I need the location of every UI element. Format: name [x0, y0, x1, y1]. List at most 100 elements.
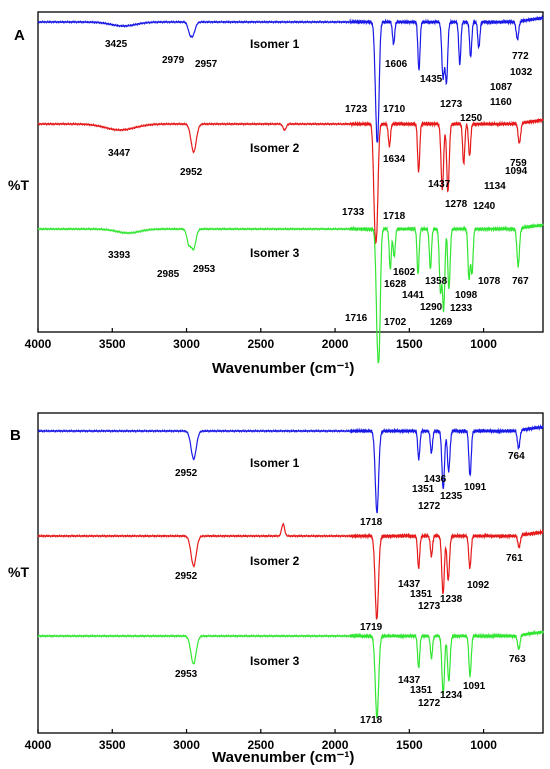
peak-label: 1094: [505, 166, 528, 177]
peak-label: 2952: [175, 571, 198, 582]
peak-label: 3447: [108, 148, 131, 159]
peak-label: 763: [509, 654, 526, 665]
peak-label: 1233: [450, 303, 473, 314]
peak-label: 1606: [385, 59, 408, 70]
peak-label: 1240: [473, 201, 496, 212]
x-tick-label: 1000: [470, 337, 497, 351]
peak-label: 1134: [484, 181, 506, 192]
panel-b-label: B: [10, 427, 21, 444]
x-tick-label: 3500: [99, 337, 126, 351]
peak-label: 1032: [510, 67, 533, 78]
peak-label: 772: [512, 51, 529, 62]
peak-label: 2953: [193, 264, 216, 275]
panel-b: B %T Isomer 1 Isomer 2 Isomer 3 2952 171…: [8, 412, 544, 766]
peak-label: 1718: [360, 517, 383, 528]
peak-label: 1238: [440, 594, 463, 605]
panel-a-series-line-isomer-2: [37, 117, 544, 245]
peak-label: 1733: [342, 207, 365, 218]
x-tick-label: 2000: [322, 738, 349, 752]
peak-label: 1098: [455, 290, 478, 301]
panel-a-x-axis-label: Wavenumber (cm⁻¹): [212, 360, 354, 377]
peak-label: 2985: [157, 269, 180, 280]
panel-b-series-name-isomer-3: Isomer 3: [250, 654, 300, 668]
peak-label: 1235: [440, 491, 463, 502]
x-tick-label: 1000: [470, 738, 497, 752]
panel-a-series-line-isomer-3: [37, 222, 544, 364]
peak-label: 1634: [383, 154, 406, 165]
panel-b-y-axis-label: %T: [8, 564, 29, 580]
x-tick-label: 1500: [396, 337, 423, 351]
panel-b-x-axis-label: Wavenumber (cm⁻¹): [212, 749, 354, 766]
panel-b-series-name-isomer-1: Isomer 1: [250, 456, 300, 470]
peak-label: 3393: [108, 250, 131, 261]
panel-b-x-axis: 4000 3500 3000 2500 2000 1500 1000: [25, 729, 497, 752]
peak-label: 1272: [418, 698, 441, 709]
peak-label: 1160: [490, 97, 512, 108]
peak-label: 2952: [180, 167, 203, 178]
panel-a-plot-frame: [37, 11, 544, 333]
peak-label: 1272: [418, 501, 441, 512]
peak-label: 1437: [398, 675, 421, 686]
peak-label: 764: [508, 451, 525, 462]
panel-a-series-name-isomer-3: Isomer 3: [250, 246, 300, 260]
peak-label: 1087: [490, 82, 513, 93]
peak-label: 1273: [440, 99, 463, 110]
x-tick-label: 2500: [247, 337, 274, 351]
panel-b-plot-frame: [37, 412, 544, 734]
peak-label: 1290: [420, 302, 443, 313]
panel-b-series-name-isomer-2: Isomer 2: [250, 554, 300, 568]
peak-label: 1702: [384, 317, 407, 328]
x-tick-label: 4000: [25, 337, 52, 351]
peak-label: 1437: [428, 179, 451, 190]
peak-label: 3425: [105, 39, 128, 50]
peak-label: 1078: [478, 276, 501, 287]
peak-label: 1351: [410, 685, 433, 696]
panel-a-label: A: [14, 27, 25, 44]
peak-label: 1710: [383, 104, 406, 115]
peak-label: 1269: [430, 317, 453, 328]
panel-a-series-name-isomer-2: Isomer 2: [250, 141, 300, 155]
panel-a-series-line-isomer-1: [37, 14, 544, 143]
panel-b-series-line-isomer-1: [37, 423, 544, 514]
peak-label: 759: [510, 158, 527, 169]
x-tick-label: 4000: [25, 738, 52, 752]
x-tick-label: 2000: [322, 337, 349, 351]
panel-b-series-line-isomer-2: [37, 522, 544, 620]
x-tick-label: 1500: [396, 738, 423, 752]
panel-a-series-name-isomer-1: Isomer 1: [250, 37, 300, 51]
peak-label: 1091: [463, 681, 486, 692]
x-tick-label: 3500: [99, 738, 126, 752]
x-tick-label: 3000: [173, 738, 200, 752]
x-tick-label: 2500: [247, 738, 274, 752]
peak-label: 761: [506, 553, 523, 564]
peak-label: 1351: [412, 484, 435, 495]
peak-label: 1091: [464, 482, 487, 493]
peak-label: 1441: [402, 290, 425, 301]
peak-label: 1602: [393, 267, 416, 278]
peak-label: 1273: [418, 601, 441, 612]
peak-label: 1436: [424, 474, 447, 485]
peak-label: 1234: [440, 690, 463, 701]
peak-label: 1628: [384, 279, 407, 290]
peak-label: 1718: [360, 715, 383, 726]
peak-label: 1718: [383, 211, 406, 222]
peak-label: 1719: [360, 622, 383, 633]
panel-b-series-line-isomer-3: [37, 629, 544, 719]
peak-label: 1358: [425, 276, 448, 287]
peak-label: 1437: [398, 579, 421, 590]
peak-label: 2952: [175, 468, 198, 479]
peak-label: 2953: [175, 669, 198, 680]
panel-a: A %T Isomer 1 Isomer 2 Isomer 3 3425 297…: [8, 11, 544, 377]
peak-label: 1250: [460, 113, 483, 124]
panel-a-x-axis: 4000 3500 3000 2500 2000 1500 1000: [25, 328, 497, 351]
peak-label: 1351: [410, 589, 433, 600]
peak-label: 1716: [345, 313, 368, 324]
x-tick-label: 3000: [173, 337, 200, 351]
peak-label: 1092: [467, 580, 490, 591]
panel-a-y-axis-label: %T: [8, 177, 29, 193]
peak-label: 767: [512, 276, 529, 287]
peak-label: 1435: [420, 74, 443, 85]
peak-label: 1278: [445, 199, 468, 210]
peak-label: 1723: [345, 104, 368, 115]
